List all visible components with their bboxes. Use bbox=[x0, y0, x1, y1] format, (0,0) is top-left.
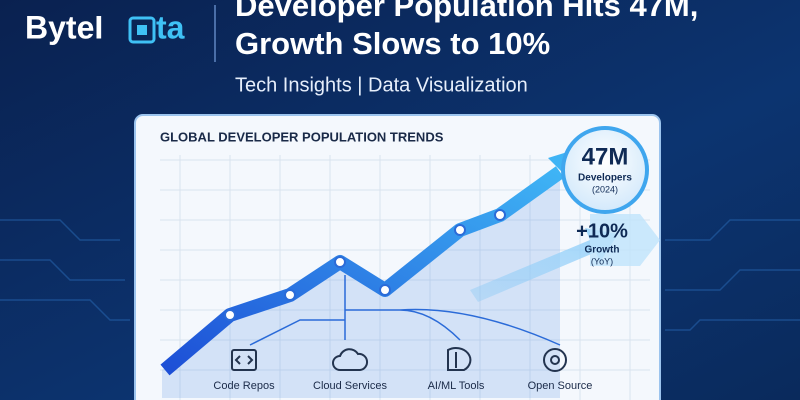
badge-circle bbox=[561, 126, 649, 214]
source-labels: Code Repos Cloud Services AI/ML Tools Open … bbox=[213, 380, 592, 392]
logo-secondary: ta bbox=[156, 9, 185, 45]
headline: Developer Population Hits 47M, bbox=[235, 0, 698, 23]
badge-note: (YoY) bbox=[591, 256, 613, 266]
badge-value: +10% bbox=[576, 220, 628, 242]
trend-points bbox=[224, 209, 506, 321]
badge-note: (2024) bbox=[592, 184, 618, 194]
growth-arrow bbox=[470, 228, 618, 302]
source-icons bbox=[231, 346, 567, 372]
connectors bbox=[249, 275, 561, 346]
badge-label: Growth bbox=[585, 245, 620, 256]
panel-title: GLOBAL DEVELOPER POPULATION TRENDS bbox=[160, 129, 444, 144]
chip-icon bbox=[128, 16, 156, 44]
headline: Growth Slows to 10% bbox=[235, 26, 550, 61]
badge-value: 47M bbox=[582, 143, 629, 170]
logo-primary: ByteI bbox=[25, 9, 103, 45]
source-label: AI/ML Tools bbox=[428, 380, 485, 392]
circuit-lines bbox=[0, 219, 800, 331]
growth-tag bbox=[590, 214, 660, 266]
source-label: Code Repos bbox=[213, 380, 275, 392]
subtitle: Tech Insights | Data Visualization bbox=[235, 74, 528, 96]
source-label: Cloud Services bbox=[313, 380, 387, 392]
trend-arrow bbox=[160, 166, 565, 376]
badge-label: Developers bbox=[578, 173, 632, 184]
source-label: Open Source bbox=[528, 380, 593, 392]
